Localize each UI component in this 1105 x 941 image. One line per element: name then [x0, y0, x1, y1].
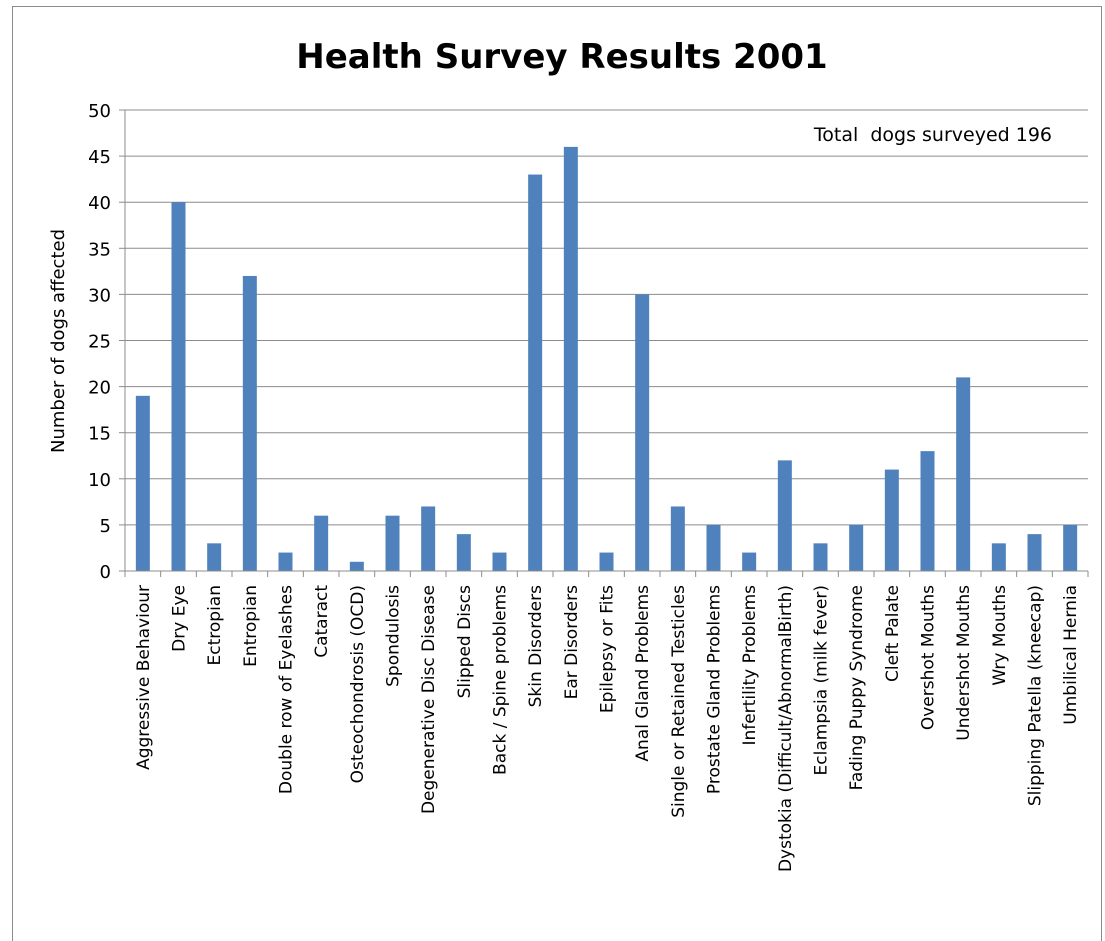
bar	[207, 543, 222, 571]
bar	[849, 524, 864, 571]
bar	[956, 377, 971, 571]
bar	[135, 395, 150, 571]
bar	[920, 451, 935, 571]
x-tick-label: Dystokia (Difficult/AbnormalBirth)	[776, 585, 796, 872]
x-tick-label: Slipping Patella (kneecap)	[1026, 585, 1046, 806]
x-tick-label: Ear Disorders	[562, 585, 582, 700]
y-axis-label: Number of dogs affected	[48, 229, 69, 453]
bar	[349, 561, 364, 571]
x-tick-label: Slipped Discs	[455, 585, 475, 698]
bar	[492, 552, 507, 571]
chart-title: Health Survey Results 2001	[296, 37, 827, 77]
x-tick-label: Spondulosis	[384, 585, 404, 687]
gridlines	[119, 109, 1088, 572]
x-tick-label: Entropian	[241, 585, 261, 667]
chart-frame	[12, 6, 1102, 941]
x-tick-label: Prostate Gland Problems	[705, 585, 725, 794]
x-tick-label: Skin Disorders	[526, 585, 546, 708]
x-tick-label: Dry Eye	[170, 585, 190, 652]
bar	[456, 534, 471, 571]
bar	[171, 202, 186, 571]
bar	[1063, 524, 1078, 571]
bar	[278, 552, 293, 571]
y-tick-label: 45	[88, 147, 111, 168]
x-tick-label: Cleft Palate	[883, 585, 903, 682]
bar	[528, 174, 543, 572]
bars	[135, 146, 1078, 572]
y-tick-label: 30	[88, 285, 111, 306]
y-tick-label: 10	[88, 470, 111, 491]
x-tick-label: Fading Puppy Syndrome	[847, 585, 867, 790]
bar	[242, 275, 257, 571]
x-tick-label: Undershot Mouths	[954, 585, 974, 741]
x-tick-label: Degenerative Disc Disease	[419, 585, 439, 814]
y-tick-label: 35	[88, 239, 111, 260]
x-tick-label: Epilepsy or Fits	[598, 585, 618, 713]
bar	[670, 506, 685, 571]
bar	[599, 552, 614, 571]
x-tick-label: Double row of Eyelashes	[277, 585, 297, 794]
x-tick-label: Infertility Problems	[740, 585, 760, 746]
x-tick-label: Single or Retained Testicles	[669, 585, 689, 818]
bar	[991, 543, 1006, 571]
y-tick-label: 25	[88, 332, 111, 353]
bar	[742, 552, 757, 571]
y-tick-label: 5	[100, 516, 111, 537]
bar	[385, 515, 400, 571]
x-tick-label: Anal Gland Problems	[633, 585, 653, 762]
x-tick-label: Overshot Mouths	[919, 585, 939, 730]
bar	[813, 543, 828, 571]
y-tick-labels: 0 5 10 15 20 25 30 35 40 45 50	[88, 101, 111, 583]
bar	[1027, 534, 1042, 571]
bar	[314, 515, 329, 571]
y-tick-label: 50	[88, 101, 111, 122]
x-tick-label: Back / Spine problems	[491, 585, 511, 775]
bar	[563, 146, 578, 571]
bar	[884, 469, 899, 571]
y-tick-label: 20	[88, 378, 111, 399]
y-tick-label: 40	[88, 193, 111, 214]
x-tick-label: Ectropian	[205, 585, 225, 665]
x-tick-label: Wry Mouths	[990, 585, 1010, 686]
x-tick-label: Umbilical Hernia	[1061, 585, 1081, 725]
bar	[421, 506, 436, 571]
bar	[706, 524, 721, 571]
x-tick-label: Osteochondrosis (OCD)	[348, 585, 368, 783]
x-tick-label: Cataract	[312, 585, 332, 658]
axes	[124, 110, 1089, 577]
x-tick-labels: Aggressive Behaviour Dry Eye Ectropian Entr…	[134, 585, 1081, 872]
y-tick-label: 15	[88, 424, 111, 445]
x-tick-label: Eclampsia (milk fever)	[812, 585, 832, 775]
y-tick-label: 0	[100, 562, 111, 583]
bar	[635, 294, 650, 571]
total-dogs-annotation: Total dogs surveyed 196	[813, 124, 1052, 146]
bar	[777, 460, 792, 571]
x-tick-label: Aggressive Behaviour	[134, 585, 154, 770]
